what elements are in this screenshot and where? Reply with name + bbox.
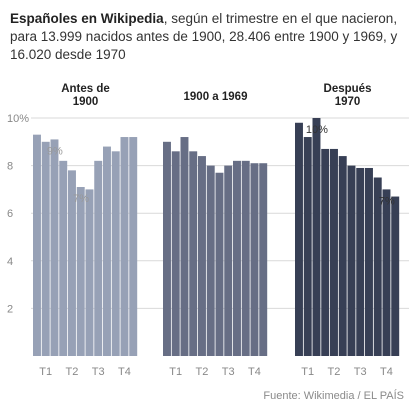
- bar: [85, 189, 94, 356]
- bar: [303, 137, 312, 356]
- y-tick-label: 2: [7, 303, 13, 315]
- bar: [373, 177, 382, 356]
- y-tick-label: 4: [7, 256, 13, 268]
- value-annotation: 7%: [379, 195, 395, 207]
- bar: [111, 151, 120, 356]
- x-tick-label: T1: [301, 366, 314, 378]
- x-tick-label: T3: [222, 366, 235, 378]
- bar: [321, 148, 330, 356]
- value-annotation: 7%: [73, 193, 89, 205]
- value-annotation: 10%: [306, 124, 328, 136]
- x-tick-label: T1: [39, 366, 52, 378]
- bar: [233, 160, 241, 356]
- bar: [356, 167, 365, 356]
- x-tick-label: T4: [380, 366, 393, 378]
- bar: [206, 165, 215, 356]
- y-tick-label: 10%: [7, 113, 29, 125]
- chart-title: Españoles en Wikipedia, según el trimest…: [10, 10, 406, 64]
- bar: [241, 160, 250, 356]
- bar: [68, 170, 76, 356]
- panel-label: 1970: [335, 96, 361, 108]
- bar: [224, 165, 233, 356]
- bar: [347, 165, 356, 356]
- source-note: Fuente: Wikimedia / EL PAÍS: [263, 390, 404, 402]
- x-tick-label: T2: [66, 366, 79, 378]
- y-tick-label: 8: [7, 161, 13, 173]
- x-tick-label: T4: [118, 366, 131, 378]
- bar: [171, 151, 180, 356]
- bar: [250, 163, 259, 356]
- bar: [259, 163, 268, 356]
- bar: [189, 151, 198, 356]
- bar: [391, 196, 400, 356]
- bar: [129, 137, 138, 356]
- bar: [94, 160, 103, 356]
- bar: [180, 137, 189, 356]
- x-tick-label: T4: [248, 366, 261, 378]
- bar: [76, 187, 85, 356]
- bar: [382, 189, 391, 356]
- bar: [41, 141, 50, 356]
- bar: [103, 146, 111, 356]
- panel-label: 1900: [73, 96, 99, 108]
- bar: [50, 139, 59, 356]
- bar: [295, 122, 303, 356]
- bar: [59, 160, 68, 356]
- panel-label: 1900 a 1969: [184, 91, 248, 103]
- bar: [312, 118, 321, 356]
- bar: [198, 156, 206, 356]
- x-tick-label: T3: [354, 366, 367, 378]
- bar: [330, 148, 338, 356]
- bar: [365, 167, 373, 356]
- bar: [215, 172, 224, 356]
- panel-label: Después: [324, 83, 372, 95]
- bar: [33, 134, 41, 356]
- bar: [120, 137, 129, 356]
- x-tick-label: T1: [169, 366, 182, 378]
- y-tick-label: 6: [7, 208, 13, 220]
- chart-title-bold: Españoles en Wikipedia: [10, 11, 164, 26]
- x-tick-label: T2: [328, 366, 341, 378]
- x-tick-label: T3: [92, 366, 105, 378]
- value-annotation: 9%: [47, 145, 63, 157]
- x-tick-label: T2: [196, 366, 209, 378]
- panel-label: Antes de: [61, 83, 110, 95]
- bar: [163, 141, 171, 356]
- bar: [338, 156, 347, 356]
- chart-title-rest: , según el trimestre en el que nacieron,…: [10, 11, 398, 62]
